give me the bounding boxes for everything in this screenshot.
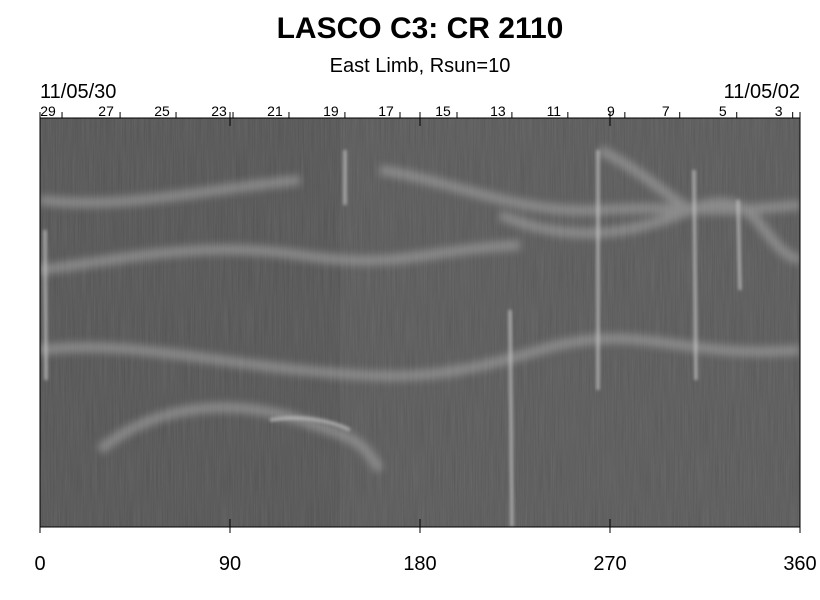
x-tick-label: 180 xyxy=(403,553,436,575)
x2-tick-label: 27 xyxy=(98,103,114,119)
x2-tick-label: 15 xyxy=(435,103,451,119)
x-tick-label: 90 xyxy=(219,553,241,575)
x2-end-label: 11/05/02 xyxy=(724,81,800,103)
x2-tick-label: 23 xyxy=(211,103,227,119)
chart-subtitle: East Limb, Rsun=10 xyxy=(330,55,511,77)
x2-tick-label: 13 xyxy=(490,103,506,119)
x-tick-label: 360 xyxy=(783,553,816,575)
x2-tick-label: 19 xyxy=(323,103,339,119)
x2-tick-label: 9 xyxy=(607,103,615,119)
x2-tick-label: 11 xyxy=(547,103,562,119)
x-tick-label: 270 xyxy=(593,553,626,575)
x2-tick-label: 25 xyxy=(154,103,170,119)
axes: 0 90 180 270 360 29 27 25 23 21 19 17 15 13 11 9 7 5 3 xyxy=(34,103,816,575)
x2-tick-label: 5 xyxy=(719,103,727,119)
x2-start-label: 11/05/30 xyxy=(40,81,116,103)
x-tick-label: 0 xyxy=(34,553,45,575)
x2-tick-label: 21 xyxy=(267,103,283,119)
x2-tick-label: 3 xyxy=(775,103,783,119)
x2-tick-label: 29 xyxy=(40,103,56,119)
x2-tick-label: 17 xyxy=(378,103,394,119)
x2-tick-label: 7 xyxy=(662,103,670,119)
chart-title: LASCO C3: CR 2110 xyxy=(277,12,564,45)
synoptic-map xyxy=(40,118,800,527)
